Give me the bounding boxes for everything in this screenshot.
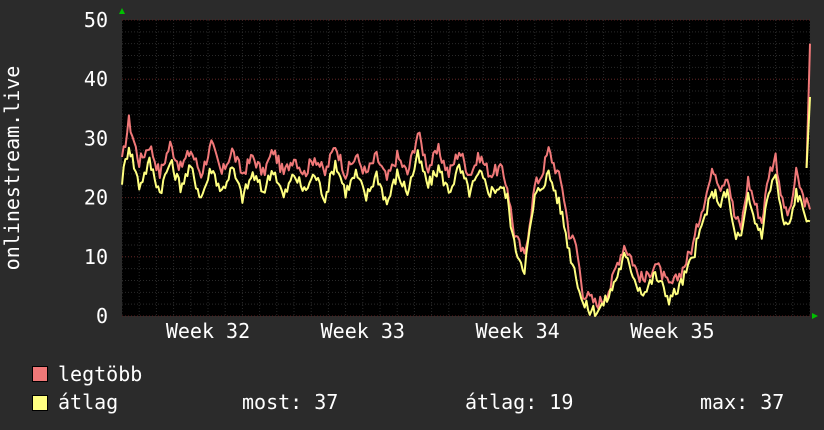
x-tick-label: Week 34 xyxy=(475,319,559,343)
legend-swatch-avg xyxy=(32,395,48,411)
stat-average: átlag: 19 xyxy=(465,390,574,414)
x-tick-label: Week 32 xyxy=(166,319,250,343)
stat-now: most: 37 xyxy=(242,390,339,414)
y-tick-label: 40 xyxy=(84,67,108,91)
legend-swatch-max xyxy=(32,366,48,382)
y-tick-label: 30 xyxy=(84,126,108,150)
series-spike-avg xyxy=(805,96,811,169)
x-tick-label: Week 33 xyxy=(321,319,405,343)
y-axis-label: onlinestream.live xyxy=(0,66,24,271)
y-axis-arrow xyxy=(119,8,125,14)
x-axis-arrow xyxy=(812,313,818,319)
series-line-max xyxy=(121,114,811,310)
legend-label-avg: átlag xyxy=(58,390,119,414)
y-tick-label: 20 xyxy=(84,186,108,210)
x-tick-label: Week 35 xyxy=(630,319,714,343)
stat-max: max: 37 xyxy=(700,390,785,414)
legend-label-max: legtöbb xyxy=(58,362,143,386)
y-tick-label: 0 xyxy=(96,304,108,328)
series-line-avg xyxy=(121,146,811,317)
y-tick-label: 10 xyxy=(84,245,108,269)
y-tick-label: 50 xyxy=(84,8,108,32)
